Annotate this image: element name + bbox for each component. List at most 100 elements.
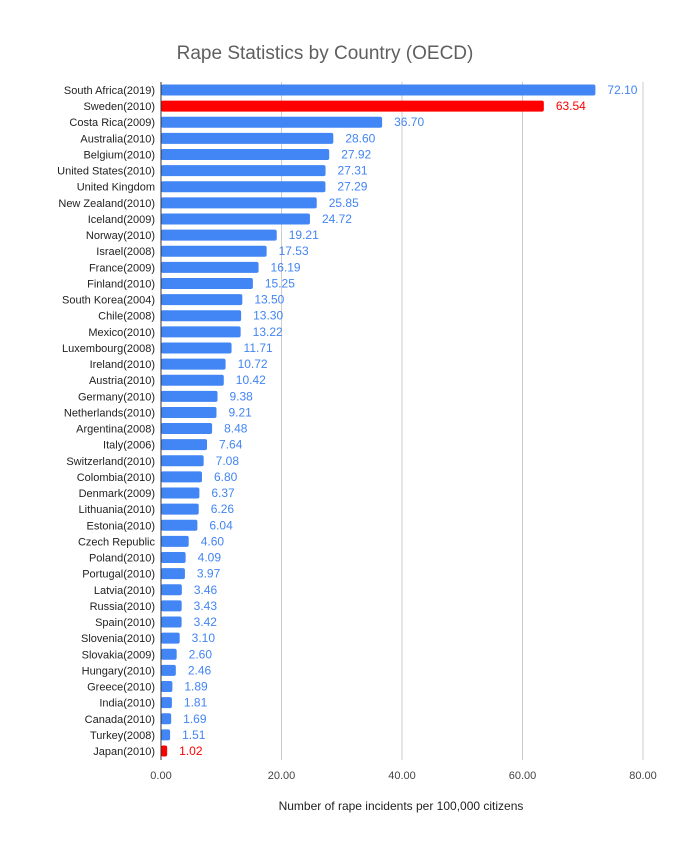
category-label: Iceland(2009) (88, 214, 155, 226)
category-label: France(2009) (89, 262, 155, 274)
category-label: Colombia(2010) (77, 472, 155, 484)
category-label: Finland(2010) (87, 278, 155, 290)
data-label: 7.08 (216, 454, 240, 468)
bar (161, 423, 213, 435)
category-label: Switzerland(2010) (66, 456, 155, 468)
data-label: 1.89 (184, 680, 208, 694)
bar (161, 681, 173, 693)
bar (161, 342, 232, 354)
bar (161, 745, 168, 757)
bar (161, 455, 204, 467)
bar (161, 406, 217, 418)
data-label: 24.72 (322, 212, 352, 226)
category-label: Belgium(2010) (83, 149, 155, 161)
bar (161, 552, 186, 564)
data-label: 6.26 (211, 502, 235, 516)
category-label: Canada(2010) (85, 714, 155, 726)
category-label: Norway(2010) (86, 230, 155, 242)
category-label: United States(2010) (57, 166, 155, 178)
bar (161, 358, 226, 370)
data-label: 1.81 (184, 696, 208, 710)
category-label: Austria(2010) (89, 375, 155, 387)
bar (161, 100, 544, 112)
bar (161, 326, 241, 338)
data-label: 3.46 (194, 583, 218, 597)
data-label: 2.46 (188, 663, 212, 677)
category-label: United Kingdom (77, 182, 155, 194)
data-label: 15.25 (265, 276, 295, 290)
category-label: Mexico(2010) (88, 327, 155, 339)
data-label: 3.97 (197, 567, 221, 581)
bar (161, 616, 182, 628)
data-label: 3.10 (192, 631, 216, 645)
category-label: Sweden(2010) (83, 101, 155, 113)
category-label: Estonia(2010) (87, 520, 156, 532)
data-label: 36.70 (394, 115, 424, 129)
category-label: Netherlands(2010) (64, 407, 155, 419)
data-label: 63.54 (556, 99, 586, 113)
category-label: Japan(2010) (93, 746, 155, 758)
category-label: Slovenia(2010) (81, 633, 155, 645)
data-label: 28.60 (345, 131, 375, 145)
data-label: 10.72 (238, 357, 268, 371)
data-label: 10.42 (236, 373, 266, 387)
category-label: Spain(2010) (95, 617, 155, 629)
data-label: 27.92 (341, 147, 371, 161)
bar (161, 197, 317, 209)
data-label: 9.38 (230, 389, 254, 403)
data-label: 7.64 (219, 438, 243, 452)
data-label: 4.09 (198, 551, 222, 565)
category-label: Lithuania(2010) (79, 504, 155, 516)
bar (161, 84, 596, 96)
category-label: Luxembourg(2008) (62, 343, 155, 355)
x-tick-label: 40.00 (388, 770, 416, 782)
category-label: Israel(2008) (96, 246, 155, 258)
category-label: Italy(2006) (103, 440, 155, 452)
bar (161, 648, 177, 660)
data-label: 9.21 (228, 405, 252, 419)
category-label: Turkey(2008) (90, 730, 155, 742)
bar (161, 148, 330, 160)
x-tick-label: 20.00 (268, 770, 296, 782)
bar (161, 600, 182, 612)
category-label: Argentina(2008) (76, 424, 155, 436)
data-label: 6.37 (211, 486, 235, 500)
category-label: Australia(2010) (80, 133, 155, 145)
bar (161, 535, 189, 547)
category-label: South Korea(2004) (62, 295, 155, 307)
category-label: India(2010) (99, 698, 155, 710)
bar (161, 165, 326, 177)
category-label: Russia(2010) (90, 601, 155, 613)
category-label: Greece(2010) (87, 682, 155, 694)
data-label: 8.48 (224, 422, 248, 436)
bar (161, 181, 326, 193)
bar (161, 310, 242, 322)
bar (161, 584, 182, 596)
bar (161, 503, 199, 515)
bar (161, 632, 180, 644)
bar (161, 487, 200, 499)
x-tick-label: 60.00 (509, 770, 537, 782)
category-label: Germany(2010) (78, 391, 155, 403)
data-label: 17.53 (279, 244, 309, 258)
chart-title: Rape Statistics by Country (OECD) (177, 43, 474, 64)
category-label: New Zealand(2010) (58, 198, 155, 210)
category-label: Slovakia(2009) (82, 649, 155, 661)
category-label: Portugal(2010) (82, 569, 155, 581)
bar (161, 132, 334, 144)
data-label: 16.19 (271, 260, 301, 274)
bar (161, 697, 172, 709)
category-label: Latvia(2010) (94, 585, 155, 597)
x-tick-label: 80.00 (629, 770, 657, 782)
data-label: 4.60 (201, 534, 225, 548)
bar (161, 664, 176, 676)
data-label: 6.80 (214, 470, 238, 484)
category-label: Poland(2010) (89, 553, 155, 565)
data-label: 13.30 (253, 309, 283, 323)
data-label: 13.50 (254, 293, 284, 307)
data-label: 13.22 (253, 325, 283, 339)
data-label: 11.71 (244, 341, 273, 355)
bar (161, 729, 171, 741)
category-label: Denmark(2009) (79, 488, 155, 500)
